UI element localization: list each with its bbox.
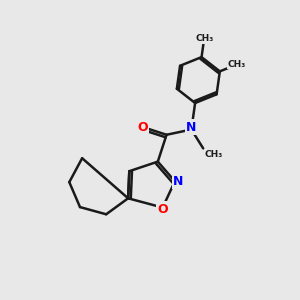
Text: N: N — [173, 175, 184, 188]
Text: CH₃: CH₃ — [195, 34, 213, 43]
Text: CH₃: CH₃ — [228, 60, 246, 69]
Text: O: O — [137, 121, 148, 134]
Text: N: N — [186, 121, 197, 134]
Text: CH₃: CH₃ — [205, 150, 223, 159]
Text: O: O — [157, 202, 168, 215]
